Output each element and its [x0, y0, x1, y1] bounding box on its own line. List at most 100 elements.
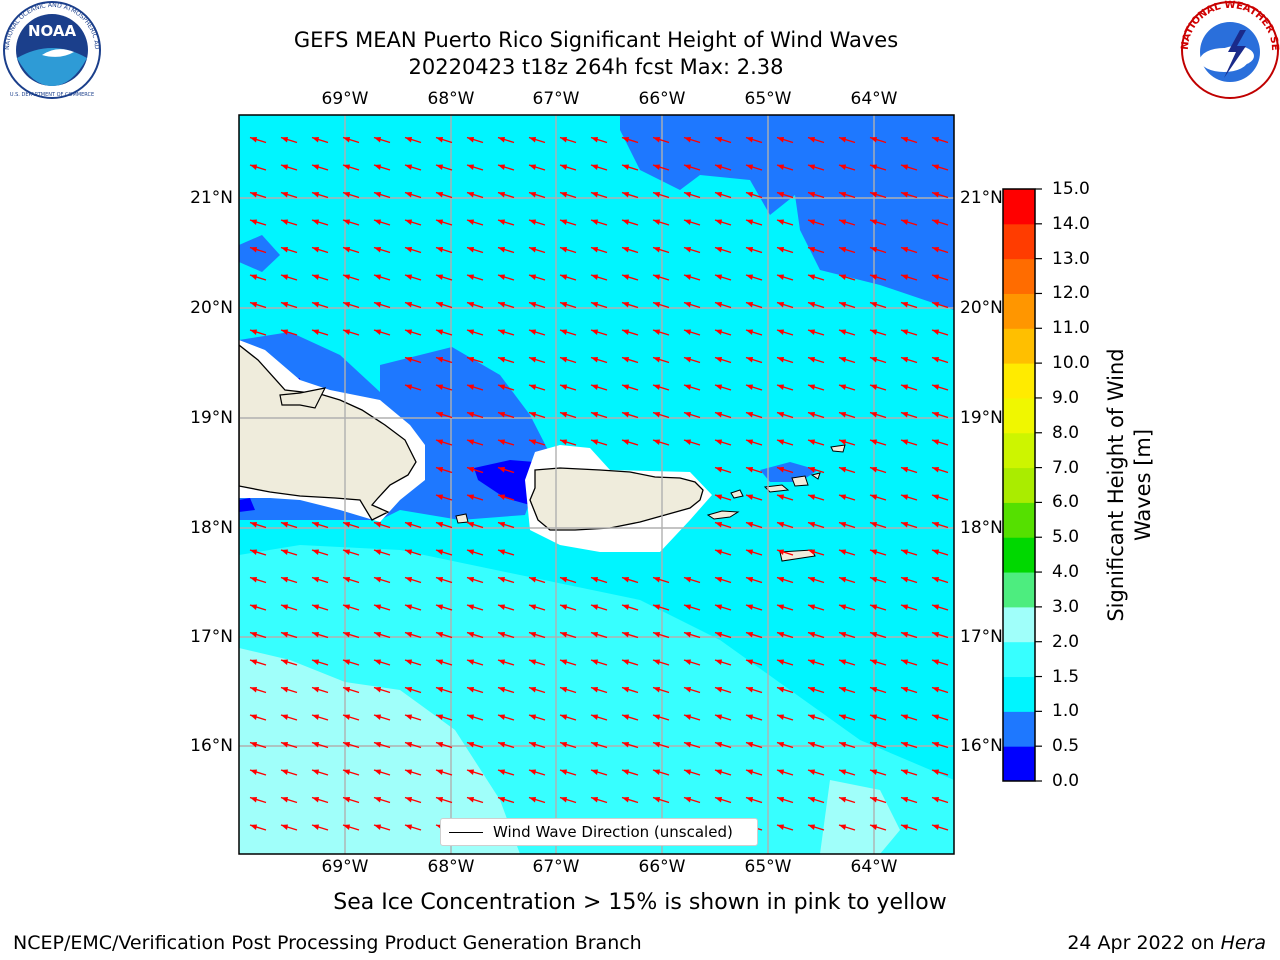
wave-direction-arrowhead	[281, 769, 288, 775]
wave-direction-arrowhead	[870, 824, 877, 830]
wave-direction-arrowhead	[436, 219, 443, 225]
wave-direction-arrowhead	[436, 467, 443, 473]
wave-direction-arrowhead	[622, 742, 629, 748]
wave-direction-arrowhead	[281, 329, 288, 335]
wave-direction-arrowhead	[746, 164, 753, 170]
wave-direction-arrowhead	[746, 439, 753, 445]
wave-direction-arrowhead	[622, 274, 629, 280]
wave-direction-arrowhead	[498, 687, 505, 693]
wave-direction-arrowhead	[281, 302, 288, 308]
colorbar-tick-label: 1.5	[1052, 666, 1080, 687]
wave-direction-arrowhead	[281, 742, 288, 748]
wave-direction-arrowhead	[529, 742, 536, 748]
wave-direction-arrowhead	[436, 632, 443, 638]
wave-direction-arrowhead	[343, 192, 350, 198]
wave-direction-arrowhead	[436, 522, 443, 528]
wave-direction-arrowhead	[312, 577, 319, 583]
lon-label-bottom: 66°W	[638, 857, 686, 877]
wave-direction-arrowhead	[653, 247, 660, 253]
wave-direction-arrowhead	[436, 577, 443, 583]
lat-label-right: 18°N	[960, 518, 1003, 538]
wave-direction-arrowhead	[529, 384, 536, 390]
wave-direction-arrowhead	[622, 769, 629, 775]
wave-direction-arrowhead	[405, 302, 412, 308]
wave-direction-arrowhead	[498, 357, 505, 363]
wave-direction-arrowhead	[281, 714, 288, 720]
wave-direction-arrowhead	[436, 687, 443, 693]
wave-direction-arrowhead	[467, 384, 474, 390]
wave-direction-arrowhead	[281, 797, 288, 803]
wave-direction-arrowhead	[715, 412, 722, 418]
wave-direction-arrowhead	[312, 247, 319, 253]
wave-direction-arrowhead	[715, 714, 722, 720]
wave-direction-arrowhead	[684, 412, 691, 418]
wave-direction-arrowhead	[343, 604, 350, 610]
wave-direction-arrowhead	[498, 467, 505, 473]
wave-direction-arrowhead	[746, 412, 753, 418]
wave-direction-arrowhead	[901, 494, 908, 500]
wave-direction-arrowhead	[436, 329, 443, 335]
wave-direction-arrowhead	[281, 274, 288, 280]
wave-direction-arrowhead	[312, 824, 319, 830]
colorbar-tick-label: 14.0	[1052, 213, 1090, 234]
wave-direction-arrowhead	[529, 302, 536, 308]
land-hispaniola	[239, 344, 417, 521]
wave-direction-arrowhead	[870, 329, 877, 335]
lat-label-right: 21°N	[960, 188, 1003, 208]
wave-direction-arrowhead	[839, 742, 846, 748]
wave-direction-arrowhead	[777, 329, 784, 335]
wave-direction-arrowhead	[870, 522, 877, 528]
wave-direction-arrowhead	[808, 412, 815, 418]
wave-direction-arrowhead	[405, 522, 412, 528]
wave-direction-arrowhead	[715, 522, 722, 528]
wave-direction-arrowhead	[746, 357, 753, 363]
wave-direction-arrowhead	[498, 247, 505, 253]
wave-direction-arrowhead	[901, 219, 908, 225]
wave-direction-arrowhead	[777, 549, 784, 555]
wave-direction-arrowhead	[498, 219, 505, 225]
wave-direction-arrowhead	[684, 604, 691, 610]
wave-direction-arrowhead	[467, 219, 474, 225]
wave-direction-arrowhead	[467, 714, 474, 720]
lon-label-top: 64°W	[850, 89, 898, 109]
wave-direction-arrowhead	[250, 632, 257, 638]
wave-direction-arrowhead	[405, 577, 412, 583]
wave-direction-arrowhead	[467, 412, 474, 418]
colorbar-bin	[1003, 189, 1035, 225]
wave-direction-arrowhead	[746, 494, 753, 500]
wave-direction-arrowhead	[312, 329, 319, 335]
wave-direction-arrowhead	[529, 192, 536, 198]
wave-direction-arrowhead	[591, 797, 598, 803]
field-0-0.5m	[474, 460, 535, 505]
wave-direction-arrowhead	[777, 357, 784, 363]
wave-direction-arrowhead	[746, 274, 753, 280]
wave-direction-arrowhead	[932, 137, 939, 143]
colorbar-bin	[1003, 258, 1035, 294]
wave-direction-arrowhead	[777, 769, 784, 775]
wave-direction-arrowhead	[715, 687, 722, 693]
wave-direction-arrowhead	[343, 302, 350, 308]
wave-direction-arrowhead	[591, 247, 598, 253]
wave-direction-arrowhead	[529, 714, 536, 720]
wave-direction-arrowhead	[901, 192, 908, 198]
wave-direction-arrowhead	[498, 384, 505, 390]
wave-direction-arrowhead	[932, 384, 939, 390]
wave-direction-arrowhead	[560, 247, 567, 253]
lon-label-bottom: 67°W	[532, 857, 580, 877]
footer-branch: NCEP/EMC/Verification Post Processing Pr…	[13, 932, 642, 954]
wave-direction-arrowhead	[746, 687, 753, 693]
wave-direction-arrowhead	[932, 632, 939, 638]
wave-direction-arrowhead	[591, 604, 598, 610]
wave-direction-arrowhead	[839, 549, 846, 555]
wave-direction-arrowhead	[901, 247, 908, 253]
wave-direction-arrowhead	[808, 659, 815, 665]
wave-direction-arrowhead	[777, 302, 784, 308]
wave-direction-arrowhead	[839, 824, 846, 830]
wave-direction-arrowhead	[715, 439, 722, 445]
lon-label-bottom: 68°W	[427, 857, 475, 877]
wave-direction-arrowhead	[870, 742, 877, 748]
wave-direction-arrowhead	[839, 687, 846, 693]
lat-label-right: 20°N	[960, 298, 1003, 318]
wave-direction-arrowhead	[808, 439, 815, 445]
wave-direction-arrowhead	[405, 274, 412, 280]
